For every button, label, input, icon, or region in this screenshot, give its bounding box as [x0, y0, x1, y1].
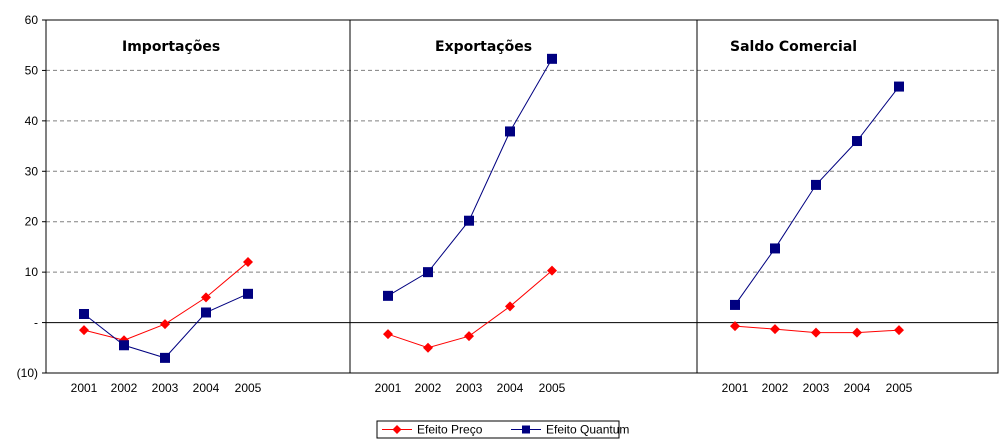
data-point-quantum — [730, 299, 740, 310]
x-tick-label: 2003 — [803, 381, 830, 395]
data-point-preco — [852, 327, 862, 338]
x-tick-label: 2004 — [497, 381, 524, 395]
legend-label: Efeito Preço — [417, 423, 483, 437]
panel-title: Exportações — [435, 39, 532, 55]
data-point-quantum — [79, 308, 89, 319]
x-tick-label: 2003 — [152, 381, 179, 395]
x-axis-tick-labels: 2001 2002 2003 2004 2005 2001 2002 2003 2004 2005… — [71, 381, 913, 395]
x-tick-label: 2004 — [193, 381, 220, 395]
data-point-quantum — [770, 243, 780, 254]
y-tick-label: - — [34, 316, 38, 330]
data-point-quantum — [811, 179, 821, 190]
x-tick-label: 2005 — [886, 381, 913, 395]
y-tick-label: 50 — [25, 63, 39, 77]
x-tick-label: 2001 — [71, 381, 98, 395]
data-point-preco — [464, 331, 474, 342]
data-point-quantum — [464, 215, 474, 226]
series-line-preco — [83, 261, 249, 341]
x-tick-label: 2001 — [722, 381, 749, 395]
data-point-preco — [243, 257, 253, 268]
legend-label: Efeito Quantum — [546, 423, 629, 437]
data-point-quantum — [201, 307, 211, 318]
grid-lines — [46, 69, 998, 324]
legend-box — [376, 420, 620, 439]
plot-frame — [45, 19, 999, 374]
y-tick-label: 20 — [25, 215, 39, 229]
data-point-quantum — [894, 81, 904, 92]
x-tick-label: 2002 — [111, 381, 138, 395]
x-tick-label: 2002 — [762, 381, 789, 395]
x-tick-label: 2003 — [456, 381, 483, 395]
data-point-quantum — [243, 288, 253, 299]
data-point-preco — [894, 325, 904, 336]
y-tick-label: 40 — [25, 114, 39, 128]
y-tick-label: 10 — [25, 265, 39, 279]
y-tick-label: 30 — [25, 164, 39, 178]
data-point-quantum — [547, 53, 557, 64]
data-point-preco — [201, 292, 211, 303]
data-point-preco — [383, 329, 393, 340]
series-line-quantum — [387, 58, 553, 297]
x-tick-label: 2002 — [415, 381, 442, 395]
panel-titles: Importações Exportações Saldo Comercial — [122, 39, 857, 55]
data-point-quantum — [423, 267, 433, 278]
data-point-quantum — [160, 352, 170, 363]
data-point-preco — [730, 321, 740, 332]
data-point-quantum — [505, 126, 515, 137]
data-point-preco — [770, 324, 780, 335]
panel-title: Saldo Comercial — [730, 39, 857, 55]
x-tick-label: 2005 — [539, 381, 566, 395]
y-tick-label: 60 — [25, 13, 39, 27]
data-point-preco — [423, 342, 433, 353]
data-point-preco — [811, 327, 821, 338]
data-series — [79, 53, 904, 363]
panel-title: Importações — [122, 39, 220, 55]
legend: Efeito Preço Efeito Quantum — [376, 420, 629, 439]
data-point-quantum — [852, 136, 862, 147]
x-tick-label: 2004 — [844, 381, 871, 395]
plot-border — [45, 19, 999, 374]
legend-marker-square — [522, 425, 530, 434]
y-axis-tick-labels: 60 50 40 30 20 10 - (10) — [17, 13, 46, 380]
x-tick-label: 2005 — [235, 381, 262, 395]
data-point-preco — [547, 265, 557, 276]
data-point-preco — [79, 325, 89, 336]
data-point-preco — [160, 319, 170, 330]
data-point-quantum — [383, 290, 393, 301]
data-point-preco — [505, 301, 515, 312]
y-tick-label: (10) — [17, 366, 38, 380]
legend-marker-diamond — [392, 425, 402, 434]
data-point-quantum — [119, 340, 129, 351]
x-tick-label: 2001 — [375, 381, 402, 395]
